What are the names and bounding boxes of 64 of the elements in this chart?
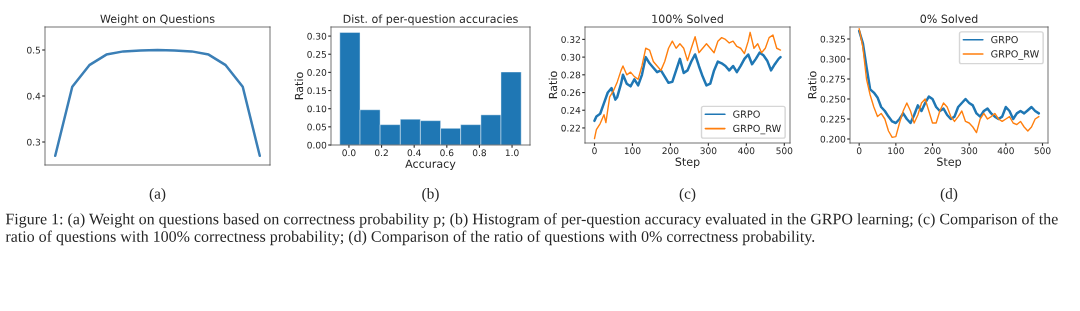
line-series xyxy=(857,29,1041,125)
y-axis-title: Ratio xyxy=(294,72,304,100)
y-axis-title: Ratio xyxy=(548,71,558,99)
y-tick-label: 0.250 xyxy=(820,95,846,103)
x-tick-label: 0.2 xyxy=(374,149,388,157)
x-tick-label: 0.6 xyxy=(440,149,454,157)
chart-title: 100% Solved xyxy=(652,14,723,23)
y-tick-label: 0.5 xyxy=(27,46,41,54)
text: (c) xyxy=(679,188,696,202)
y-tick-label: 0.300 xyxy=(820,55,846,63)
chart-title: 0% Solved xyxy=(920,14,978,23)
line-series xyxy=(593,31,782,140)
y-tick-label: 0.325 xyxy=(820,35,846,43)
line-series xyxy=(858,27,1040,139)
text: (a) xyxy=(149,188,166,202)
x-tick-label: 0.0 xyxy=(342,149,356,157)
x-axis-title: Accuracy xyxy=(405,159,456,171)
x-tick-label: 0.4 xyxy=(407,149,421,157)
y-tick-label: 0.275 xyxy=(820,75,846,83)
x-tick-label: 400 xyxy=(738,147,755,155)
y-tick-label: 0.32 xyxy=(561,36,580,43)
y-tick-label: 0.05 xyxy=(307,123,327,131)
y-tick-label: 0.4 xyxy=(27,92,41,100)
y-tick-label: 0.00 xyxy=(307,141,327,149)
y-tick-label: 0.3 xyxy=(27,138,41,146)
line-series xyxy=(53,48,262,158)
x-tick-label: 100 xyxy=(624,147,641,155)
y-tick-label: 0.15 xyxy=(307,87,327,95)
y-tick-label: 0.24 xyxy=(561,106,581,114)
legend-label: GRPO xyxy=(991,35,1018,44)
y-tick-label: 0.22 xyxy=(561,124,580,132)
legend-label: GRPO xyxy=(733,110,760,118)
x-tick-label: 200 xyxy=(662,147,679,155)
x-tick-label: 300 xyxy=(961,147,978,155)
x-tick-label: 1.0 xyxy=(505,149,519,157)
x-tick-label: 500 xyxy=(1034,147,1051,155)
x-tick-label: 200 xyxy=(924,147,941,155)
y-tick-label: 0.30 xyxy=(307,32,327,40)
x-tick-label: 0 xyxy=(592,147,597,155)
y-tick-label: 0.30 xyxy=(561,53,581,61)
y-tick-label: 0.200 xyxy=(820,135,846,143)
x-tick-label: 0.8 xyxy=(472,149,486,157)
y-tick-label: 0.225 xyxy=(820,115,846,123)
x-tick-label: 500 xyxy=(776,147,793,155)
x-tick-label: 400 xyxy=(997,147,1014,155)
x-tick-label: 0 xyxy=(856,147,862,155)
line-series xyxy=(593,51,782,123)
y-axis-title: Ratio xyxy=(807,71,817,99)
x-tick-label: 100 xyxy=(888,147,904,155)
text: (b) xyxy=(422,188,439,202)
x-axis-title: Step xyxy=(675,157,700,169)
legend-label: GRPO_RW xyxy=(733,124,781,135)
chart-title: Weight on Questions xyxy=(100,14,215,26)
x-axis-title: Step xyxy=(937,157,962,169)
legend-label: GRPO_RW xyxy=(991,50,1039,60)
y-tick-label: 0.25 xyxy=(307,50,327,58)
y-tick-label: 0.10 xyxy=(307,105,327,113)
caption: Figure 1: (a) Weight on questions based on correctness probability p; (b) Histogram of per-question accuracy evaluated in the GRPO learning; (c) Comparison of the ratio of questions with 100% correctness probability; (d) Comparison of the ratio of questions with 0% correctness probability. xyxy=(5,213,1058,246)
x-tick-label: 300 xyxy=(700,147,717,155)
y-tick-label: 0.26 xyxy=(561,89,581,97)
y-tick-label: 0.20 xyxy=(307,69,327,76)
text: (d) xyxy=(940,188,958,202)
y-tick-label: 0.28 xyxy=(561,71,581,79)
chart-title: Dist. of per-question accuracies xyxy=(343,14,518,26)
